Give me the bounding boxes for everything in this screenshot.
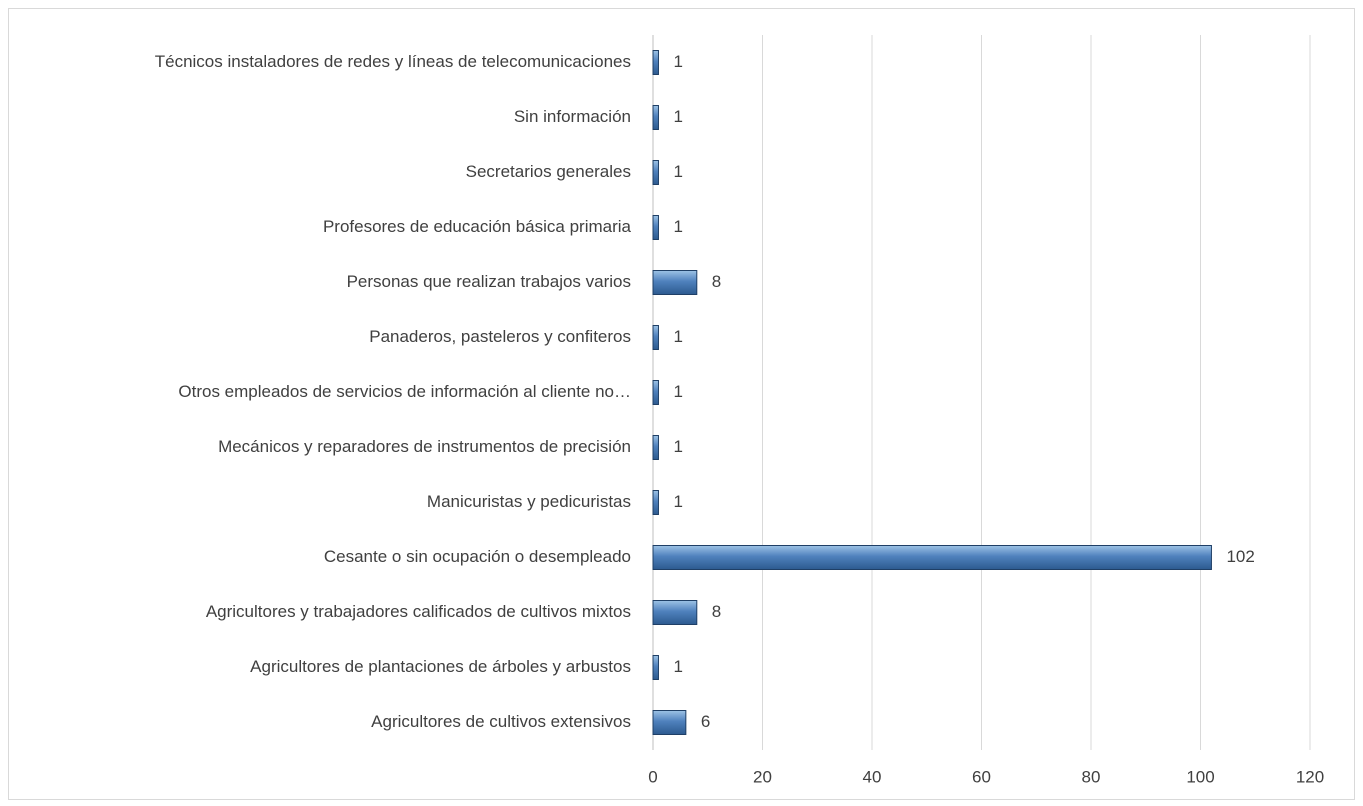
x-tick-label: 120 xyxy=(1296,767,1324,786)
bar xyxy=(652,655,659,680)
data-label: 1 xyxy=(673,162,682,181)
x-tick-label: 100 xyxy=(1186,767,1214,786)
bar xyxy=(652,325,659,350)
y-tick-label: Cesante o sin ocupación o desempleado xyxy=(324,547,631,566)
bar xyxy=(652,545,1212,570)
data-label: 1 xyxy=(673,327,682,346)
bar xyxy=(652,215,659,240)
bar xyxy=(652,270,698,295)
y-tick-label: Secretarios generales xyxy=(466,162,631,181)
data-label: 1 xyxy=(673,382,682,401)
data-label: 1 xyxy=(673,492,682,511)
chart-frame xyxy=(8,8,1355,800)
bar xyxy=(652,600,698,625)
data-label: 8 xyxy=(712,602,721,621)
data-label: 8 xyxy=(712,272,721,291)
data-label: 1 xyxy=(673,657,682,676)
bar xyxy=(652,490,659,515)
y-tick-label: Agricultores de cultivos extensivos xyxy=(371,712,631,731)
data-label: 102 xyxy=(1226,547,1254,566)
x-tick-label: 60 xyxy=(972,767,991,786)
data-label: 1 xyxy=(673,437,682,456)
x-tick-label: 40 xyxy=(863,767,882,786)
bar xyxy=(652,710,687,735)
bar xyxy=(652,160,659,185)
data-label: 1 xyxy=(673,52,682,71)
y-tick-label: Panaderos, pasteleros y confiteros xyxy=(369,327,631,346)
data-label: 6 xyxy=(701,712,710,731)
y-tick-label: Mecánicos y reparadores de instrumentos … xyxy=(218,437,631,456)
y-tick-label: Profesores de educación básica primaria xyxy=(323,217,632,236)
bar xyxy=(652,435,659,460)
x-tick-label: 0 xyxy=(648,767,657,786)
y-tick-label: Personas que realizan trabajos varios xyxy=(347,272,631,291)
x-tick-label: 80 xyxy=(1082,767,1101,786)
y-tick-label: Manicuristas y pedicuristas xyxy=(427,492,631,511)
bar xyxy=(652,50,659,75)
data-label: 1 xyxy=(673,217,682,236)
y-tick-label: Agricultores y trabajadores calificados … xyxy=(206,602,631,621)
y-tick-label: Técnicos instaladores de redes y líneas … xyxy=(155,52,631,71)
y-tick-label: Agricultores de plantaciones de árboles … xyxy=(250,657,631,676)
y-tick-label: Sin información xyxy=(514,107,631,126)
x-tick-label: 20 xyxy=(753,767,772,786)
bar xyxy=(652,380,659,405)
y-tick-label: Otros empleados de servicios de informac… xyxy=(178,382,631,401)
data-label: 1 xyxy=(673,107,682,126)
bar xyxy=(652,105,659,130)
